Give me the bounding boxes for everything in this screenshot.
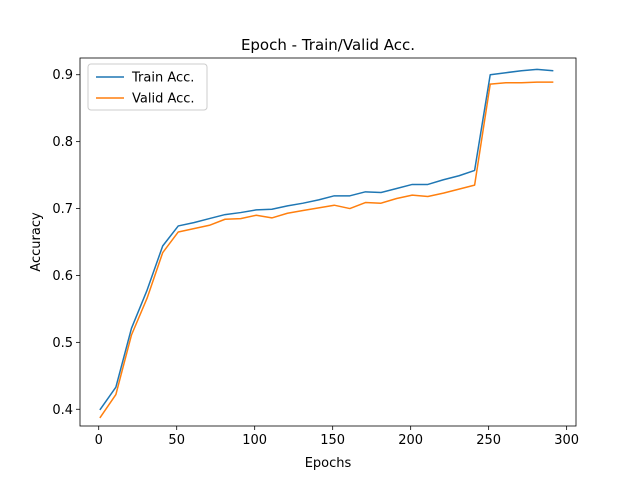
chart-title: Epoch - Train/Valid Acc. <box>241 36 415 54</box>
x-tick-label: 250 <box>476 433 501 448</box>
y-tick-label: 0.4 <box>52 403 73 418</box>
y-tick-label: 0.6 <box>52 269 73 284</box>
legend-label-2: Valid Acc. <box>132 92 195 107</box>
x-tick-label: 50 <box>168 433 185 448</box>
x-tick-label: 300 <box>554 433 579 448</box>
x-tick-label: 0 <box>95 433 103 448</box>
plot-area: 0 50 100 150 200 250 300 0.4 0.5 0.6 0.7 0.8 0.9 <box>52 57 579 448</box>
x-tick-label: 150 <box>320 433 345 448</box>
y-tick-label: 0.9 <box>52 68 73 83</box>
legend: Train Acc. Valid Acc. <box>87 63 208 111</box>
axes-frame <box>79 57 577 427</box>
y-tick-label: 0.5 <box>52 336 73 351</box>
y-tick-label: 0.8 <box>52 135 73 150</box>
x-axis-label: Epochs <box>305 456 352 471</box>
y-axis-label: Accuracy <box>29 212 44 272</box>
legend-label-1: Train Acc. <box>131 71 194 86</box>
x-tick-label: 100 <box>242 433 267 448</box>
y-tick-label: 0.7 <box>52 202 73 217</box>
series-line-2 <box>99 81 554 419</box>
series-line-1 <box>99 68 554 411</box>
x-tick-label: 200 <box>398 433 423 448</box>
